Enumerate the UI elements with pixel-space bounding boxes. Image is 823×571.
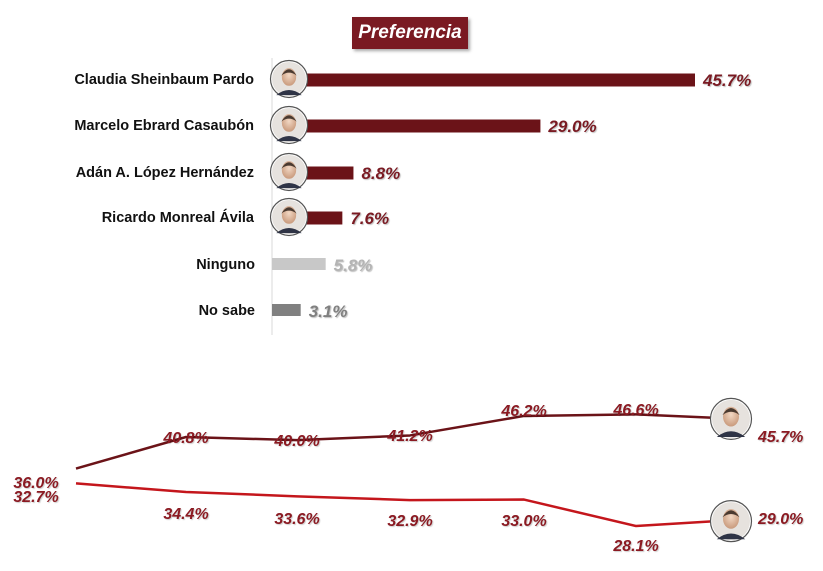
bar-marcelo-ebrard-casaubon bbox=[272, 119, 541, 133]
category-label-marcelo-ebrard-casaubon: Marcelo Ebrard Casaubón bbox=[74, 118, 254, 134]
value-label-marcelo-ebrard-casaubon: 29.0% bbox=[547, 117, 596, 136]
avatar-claudia-sheinbaum-pardo bbox=[269, 59, 309, 99]
series-1-label-6: 46.6% bbox=[612, 402, 658, 419]
series-1-label-3: 40.0% bbox=[273, 433, 319, 450]
series-2-end-avatar bbox=[709, 500, 753, 543]
value-label-adan-a-lopez-hernandez: 8.8% bbox=[361, 164, 400, 183]
series-2-label-7: 29.0% bbox=[757, 511, 803, 528]
value-label-ninguno: 5.8% bbox=[334, 256, 373, 275]
series-1-label-5: 46.2% bbox=[500, 403, 546, 420]
chart-title: Preferencia bbox=[358, 22, 462, 43]
series-1-end-avatar bbox=[709, 397, 753, 440]
line-chart: 32.7% 40.8% 40.0% 41.2% 46.2% 46.6% 45.7% 36.0%… bbox=[13, 397, 803, 555]
bar-no-sabe bbox=[272, 304, 301, 316]
series-2-label-4: 32.9% bbox=[387, 513, 432, 530]
series-2-label-3: 33.6% bbox=[274, 511, 319, 528]
series-1-label-7: 45.7% bbox=[757, 429, 803, 446]
avatar-adan-a-lopez-hernandez bbox=[269, 152, 309, 192]
series-2-label-5: 33.0% bbox=[501, 513, 546, 530]
avatar-ricardo-monreal-avila bbox=[269, 197, 309, 237]
line-series-2 bbox=[75, 482, 717, 528]
category-label-claudia-sheinbaum-pardo: Claudia Sheinbaum Pardo bbox=[74, 72, 254, 88]
series-1-label-2: 40.8% bbox=[162, 430, 208, 447]
bar-claudia-sheinbaum-pardo bbox=[272, 73, 695, 87]
series-1-label-4: 41.2% bbox=[386, 428, 432, 445]
series-2-label-1: 36.0% bbox=[13, 475, 58, 492]
series-1-label-1: 32.7% bbox=[13, 489, 58, 506]
avatar-marcelo-ebrard-casaubon bbox=[269, 105, 309, 145]
category-label-no-sabe: No sabe bbox=[199, 303, 255, 319]
bar-ninguno bbox=[272, 258, 326, 270]
category-label-adan-a-lopez-hernandez: Adán A. López Hernández bbox=[76, 165, 254, 181]
line-series-1 bbox=[75, 413, 717, 470]
bar-chart: Claudia Sheinbaum Pardo 45.7% Marcelo Ebra… bbox=[74, 58, 751, 335]
category-label-ninguno: Ninguno bbox=[196, 257, 255, 273]
chart-title-box: Preferencia bbox=[352, 17, 468, 49]
category-label-ricardo-monreal-avila: Ricardo Monreal Ávila bbox=[102, 209, 255, 226]
value-label-ricardo-monreal-avila: 7.6% bbox=[350, 209, 389, 228]
value-label-no-sabe: 3.1% bbox=[309, 302, 348, 321]
value-label-claudia-sheinbaum-pardo: 45.7% bbox=[702, 71, 751, 90]
series-2-label-6: 28.1% bbox=[612, 538, 658, 555]
series-2-label-2: 34.4% bbox=[163, 506, 208, 523]
